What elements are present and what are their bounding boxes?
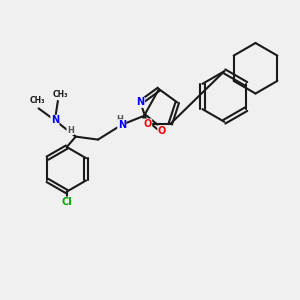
Text: H: H [116,115,123,124]
Text: O: O [158,126,166,136]
Text: H: H [67,126,74,135]
Text: O: O [143,119,152,129]
Text: N: N [118,120,126,130]
Text: N: N [51,115,59,125]
Text: N: N [136,98,145,107]
Text: CH₃: CH₃ [29,96,45,105]
Text: Cl: Cl [61,197,72,207]
Text: CH₃: CH₃ [53,90,69,99]
